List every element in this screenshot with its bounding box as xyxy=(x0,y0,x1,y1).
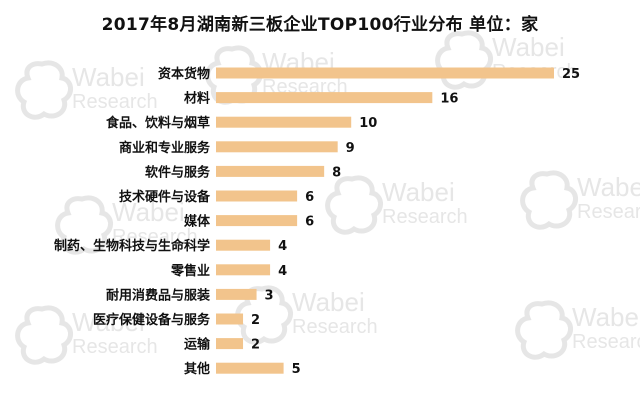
value-label: 4 xyxy=(278,239,287,254)
value-label: 25 xyxy=(562,67,580,82)
bar xyxy=(216,288,257,300)
category-label: 耐用消费品与服装 xyxy=(106,287,210,303)
watermark-brand: Wabei xyxy=(382,177,455,207)
watermark-subbrand: Research xyxy=(577,201,640,223)
value-label: 2 xyxy=(251,313,260,328)
category-label: 医疗保健设备与服务 xyxy=(93,312,211,328)
category-label: 制药、生物科技与生命科学 xyxy=(54,238,210,254)
bar xyxy=(216,165,325,177)
bar xyxy=(216,313,244,325)
value-label: 4 xyxy=(278,264,287,279)
category-label: 媒体 xyxy=(184,214,211,230)
bar xyxy=(216,338,244,350)
bar xyxy=(216,362,284,374)
value-label: 8 xyxy=(332,165,341,180)
value-label: 10 xyxy=(359,116,377,131)
value-label: 5 xyxy=(292,362,301,377)
category-label: 商业和专业服务 xyxy=(119,140,211,156)
category-label: 零售业 xyxy=(170,263,210,279)
watermark-brand: Wabei xyxy=(292,287,365,317)
watermark-brand: Wabei xyxy=(72,62,145,92)
watermark-subbrand: Research xyxy=(72,336,158,358)
category-label: 运输 xyxy=(184,337,211,353)
value-label: 3 xyxy=(265,288,274,303)
category-label: 软件与服务 xyxy=(145,164,211,180)
watermark-subbrand: Research xyxy=(112,226,198,248)
watermark-brand: Wabei xyxy=(492,32,565,62)
value-label: 9 xyxy=(346,141,355,156)
value-label: 16 xyxy=(440,92,458,107)
category-label: 其他 xyxy=(184,361,210,377)
bar xyxy=(216,141,338,153)
bar xyxy=(216,264,271,276)
value-label: 6 xyxy=(305,190,314,205)
watermark-brand: Wabei xyxy=(72,307,145,337)
bar xyxy=(216,116,352,128)
bar xyxy=(216,190,298,202)
category-label: 食品、饮料与烟草 xyxy=(106,115,210,131)
watermark-brand: Wabei xyxy=(572,302,640,332)
bar xyxy=(216,67,554,79)
bar xyxy=(216,215,298,227)
bar xyxy=(216,239,271,251)
value-label: 6 xyxy=(305,215,314,230)
value-label: 2 xyxy=(251,338,260,353)
watermark-subbrand: Research xyxy=(572,331,640,353)
watermark-brand: Wabei xyxy=(577,172,640,202)
chart-title: 2017年8月湖南新三板企业TOP100行业分布 单位：家 xyxy=(101,15,539,35)
watermark-brand: Wabei xyxy=(112,197,185,227)
watermark-subbrand: Research xyxy=(292,316,378,338)
category-label: 资本货物 xyxy=(158,66,210,82)
watermark-subbrand: Research xyxy=(382,206,468,228)
bar xyxy=(216,92,433,104)
category-label: 材料 xyxy=(184,91,210,107)
category-label: 技术硬件与设备 xyxy=(119,189,211,205)
watermark-subbrand: Research xyxy=(72,91,158,113)
